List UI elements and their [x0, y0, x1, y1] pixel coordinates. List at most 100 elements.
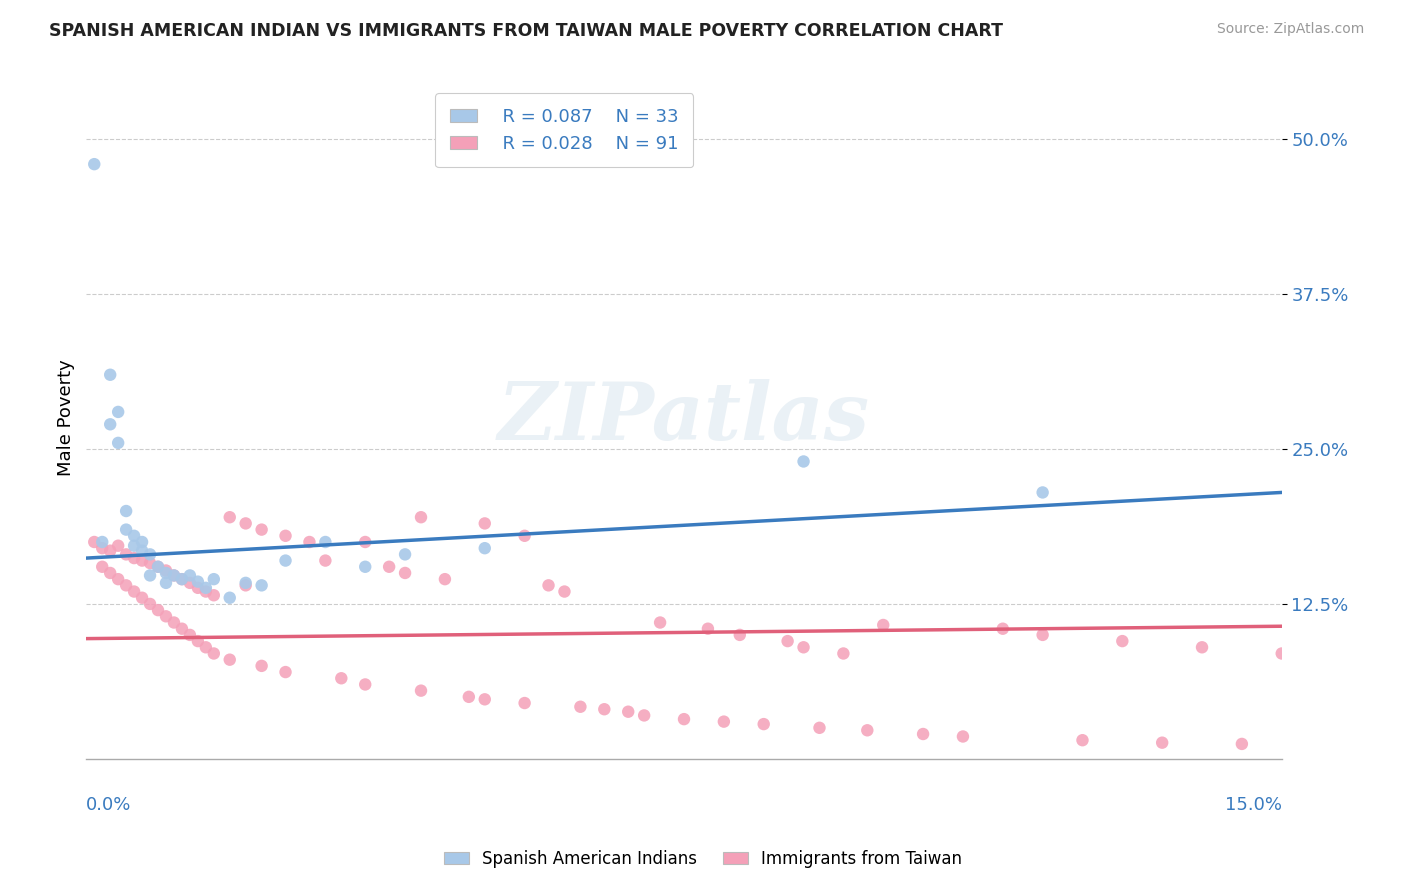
- Point: [298, 535, 321, 549]
- Point: [131, 543, 153, 558]
- Point: [274, 529, 297, 543]
- Point: [218, 653, 240, 667]
- Point: [1032, 628, 1054, 642]
- Point: [776, 634, 799, 648]
- Point: [194, 584, 217, 599]
- Point: [179, 568, 201, 582]
- Point: [146, 603, 169, 617]
- Point: [107, 539, 129, 553]
- Point: [314, 553, 336, 567]
- Point: [274, 553, 297, 567]
- Point: [91, 559, 114, 574]
- Point: [155, 609, 177, 624]
- Point: [194, 581, 217, 595]
- Point: [187, 574, 209, 589]
- Point: [163, 568, 186, 582]
- Point: [146, 559, 169, 574]
- Point: [474, 692, 496, 706]
- Point: [235, 578, 257, 592]
- Text: 0.0%: 0.0%: [86, 797, 132, 814]
- Point: [115, 548, 138, 562]
- Point: [218, 510, 240, 524]
- Legend: Spanish American Indians, Immigrants from Taiwan: Spanish American Indians, Immigrants fro…: [437, 844, 969, 875]
- Point: [474, 541, 496, 556]
- Point: [1032, 485, 1054, 500]
- Point: [131, 535, 153, 549]
- Point: [187, 634, 209, 648]
- Point: [513, 529, 536, 543]
- Point: [274, 665, 297, 679]
- Point: [98, 368, 121, 382]
- Point: [672, 712, 695, 726]
- Point: [314, 535, 336, 549]
- Point: [793, 640, 815, 655]
- Point: [107, 572, 129, 586]
- Point: [98, 417, 121, 432]
- Point: [537, 578, 560, 592]
- Point: [952, 730, 974, 744]
- Point: [202, 572, 225, 586]
- Point: [170, 572, 193, 586]
- Point: [115, 523, 138, 537]
- Point: [250, 578, 273, 592]
- Point: [83, 157, 105, 171]
- Point: [98, 566, 121, 580]
- Point: [115, 504, 138, 518]
- Point: [409, 683, 432, 698]
- Point: [139, 556, 162, 570]
- Point: [122, 551, 145, 566]
- Point: [250, 658, 273, 673]
- Y-axis label: Male Poverty: Male Poverty: [58, 359, 75, 476]
- Point: [122, 584, 145, 599]
- Point: [122, 539, 145, 553]
- Point: [91, 535, 114, 549]
- Point: [250, 523, 273, 537]
- Point: [617, 705, 640, 719]
- Point: [1111, 634, 1133, 648]
- Point: [354, 535, 377, 549]
- Point: [1271, 647, 1294, 661]
- Point: [1391, 738, 1406, 752]
- Point: [202, 647, 225, 661]
- Point: [235, 575, 257, 590]
- Point: [146, 559, 169, 574]
- Point: [513, 696, 536, 710]
- Point: [179, 628, 201, 642]
- Point: [752, 717, 775, 731]
- Point: [170, 622, 193, 636]
- Point: [872, 618, 894, 632]
- Point: [856, 723, 879, 738]
- Point: [1071, 733, 1094, 747]
- Point: [553, 584, 575, 599]
- Point: [194, 640, 217, 655]
- Point: [98, 543, 121, 558]
- Point: [107, 436, 129, 450]
- Point: [163, 568, 186, 582]
- Point: [696, 622, 718, 636]
- Point: [793, 454, 815, 468]
- Text: SPANISH AMERICAN INDIAN VS IMMIGRANTS FROM TAIWAN MALE POVERTY CORRELATION CHART: SPANISH AMERICAN INDIAN VS IMMIGRANTS FR…: [49, 22, 1004, 40]
- Point: [633, 708, 655, 723]
- Point: [107, 405, 129, 419]
- Point: [91, 541, 114, 556]
- Point: [1350, 653, 1372, 667]
- Point: [83, 535, 105, 549]
- Point: [202, 588, 225, 602]
- Point: [354, 559, 377, 574]
- Point: [1152, 736, 1174, 750]
- Point: [155, 564, 177, 578]
- Point: [354, 677, 377, 691]
- Point: [394, 566, 416, 580]
- Point: [457, 690, 479, 704]
- Point: [1310, 613, 1333, 627]
- Point: [569, 699, 592, 714]
- Point: [433, 572, 456, 586]
- Text: 15.0%: 15.0%: [1225, 797, 1282, 814]
- Point: [1191, 640, 1213, 655]
- Point: [991, 622, 1014, 636]
- Point: [139, 597, 162, 611]
- Point: [648, 615, 671, 630]
- Point: [115, 578, 138, 592]
- Point: [170, 572, 193, 586]
- Point: [187, 581, 209, 595]
